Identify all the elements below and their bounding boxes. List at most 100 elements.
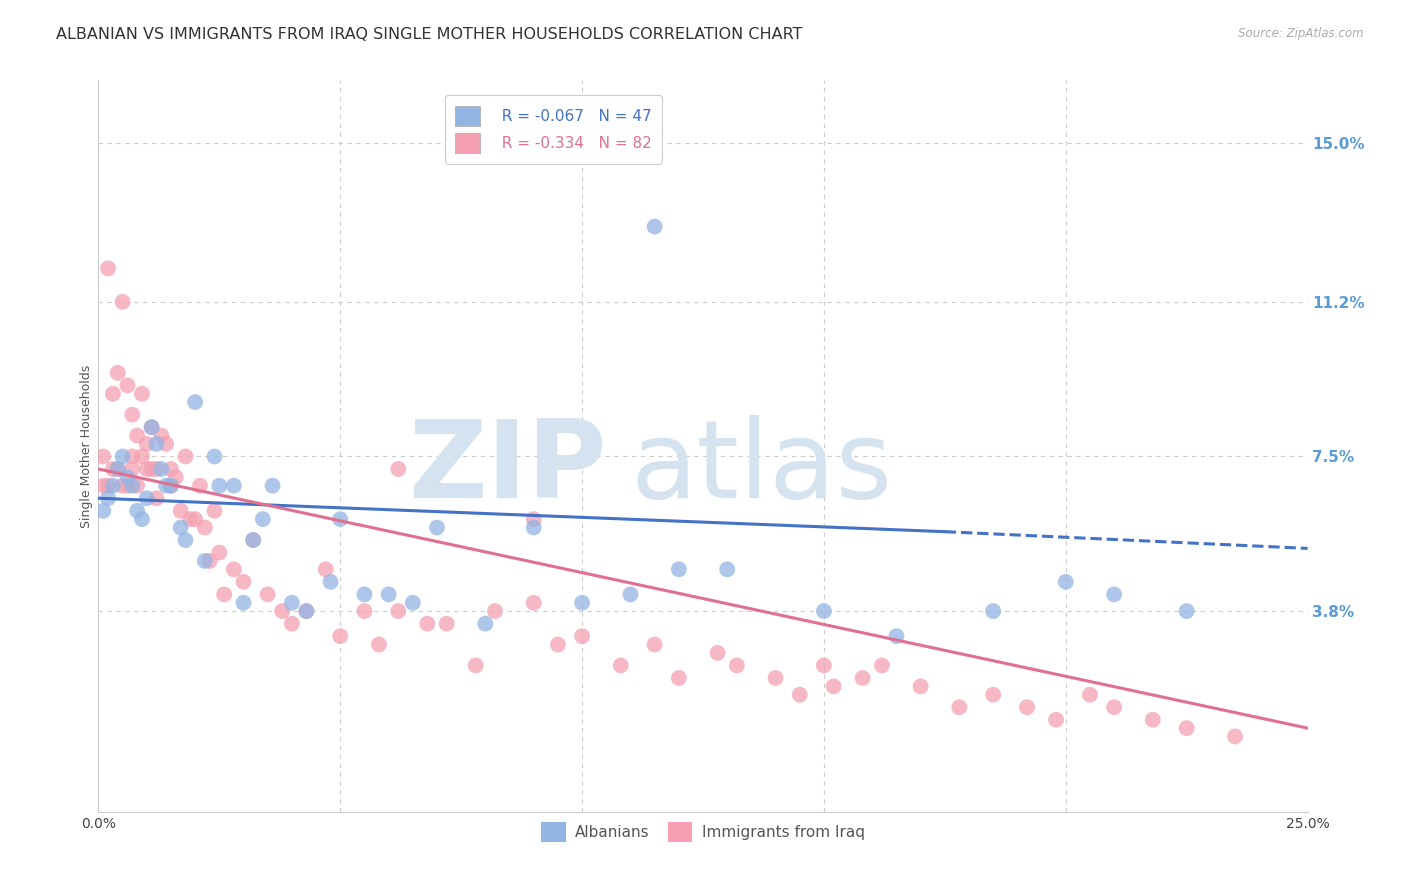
Point — [169, 520, 191, 534]
Point — [464, 658, 486, 673]
Point — [188, 479, 211, 493]
Point — [232, 574, 254, 589]
Point — [353, 587, 375, 601]
Point — [208, 479, 231, 493]
Point — [813, 604, 835, 618]
Point — [295, 604, 318, 618]
Point — [1223, 730, 1246, 744]
Point — [416, 616, 439, 631]
Point — [1142, 713, 1164, 727]
Point — [117, 470, 139, 484]
Point — [315, 562, 337, 576]
Point — [145, 491, 167, 506]
Point — [547, 638, 569, 652]
Point — [204, 450, 226, 464]
Legend: Albanians, Immigrants from Iraq: Albanians, Immigrants from Iraq — [536, 816, 870, 848]
Point — [194, 554, 217, 568]
Point — [571, 629, 593, 643]
Point — [135, 462, 157, 476]
Point — [174, 533, 197, 547]
Point — [117, 479, 139, 493]
Point — [319, 574, 342, 589]
Point — [1054, 574, 1077, 589]
Point — [101, 386, 124, 401]
Point — [377, 587, 399, 601]
Point — [1175, 604, 1198, 618]
Point — [155, 479, 177, 493]
Point — [208, 545, 231, 559]
Point — [165, 470, 187, 484]
Point — [131, 512, 153, 526]
Point — [368, 638, 391, 652]
Y-axis label: Single Mother Households: Single Mother Households — [80, 364, 93, 528]
Point — [184, 512, 207, 526]
Point — [523, 512, 546, 526]
Point — [1102, 587, 1125, 601]
Point — [131, 386, 153, 401]
Point — [571, 596, 593, 610]
Point — [1045, 713, 1067, 727]
Point — [145, 437, 167, 451]
Point — [155, 437, 177, 451]
Point — [329, 629, 352, 643]
Point — [813, 658, 835, 673]
Text: atlas: atlas — [630, 415, 893, 521]
Point — [150, 462, 173, 476]
Point — [179, 512, 201, 526]
Point — [107, 366, 129, 380]
Point — [242, 533, 264, 547]
Point — [402, 596, 425, 610]
Point — [131, 450, 153, 464]
Text: ZIP: ZIP — [408, 415, 606, 521]
Point — [121, 479, 143, 493]
Point — [111, 450, 134, 464]
Point — [101, 462, 124, 476]
Point — [886, 629, 908, 643]
Point — [184, 395, 207, 409]
Point — [91, 479, 114, 493]
Point — [212, 587, 235, 601]
Point — [111, 479, 134, 493]
Point — [135, 437, 157, 451]
Point — [121, 450, 143, 464]
Point — [668, 562, 690, 576]
Point — [329, 512, 352, 526]
Point — [252, 512, 274, 526]
Point — [765, 671, 787, 685]
Point — [145, 462, 167, 476]
Point — [1015, 700, 1038, 714]
Point — [910, 679, 932, 693]
Point — [91, 450, 114, 464]
Point — [610, 658, 633, 673]
Point — [222, 479, 245, 493]
Point — [981, 688, 1004, 702]
Point — [523, 596, 546, 610]
Point — [644, 638, 666, 652]
Point — [141, 462, 163, 476]
Point — [353, 604, 375, 618]
Point — [141, 420, 163, 434]
Point — [1102, 700, 1125, 714]
Point — [474, 616, 496, 631]
Point — [823, 679, 845, 693]
Point — [725, 658, 748, 673]
Point — [222, 562, 245, 576]
Text: Source: ZipAtlas.com: Source: ZipAtlas.com — [1239, 27, 1364, 40]
Point — [121, 462, 143, 476]
Point — [948, 700, 970, 714]
Point — [160, 479, 183, 493]
Point — [619, 587, 641, 601]
Point — [127, 428, 149, 442]
Point — [281, 616, 304, 631]
Point — [789, 688, 811, 702]
Point — [135, 491, 157, 506]
Point — [97, 479, 120, 493]
Point — [981, 604, 1004, 618]
Point — [387, 604, 409, 618]
Point — [111, 294, 134, 309]
Point — [271, 604, 294, 618]
Point — [523, 520, 546, 534]
Point — [174, 450, 197, 464]
Point — [387, 462, 409, 476]
Point — [295, 604, 318, 618]
